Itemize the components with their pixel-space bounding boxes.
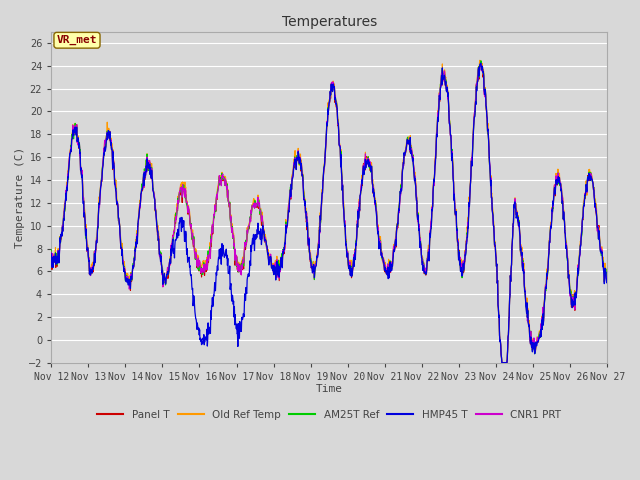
X-axis label: Time: Time <box>316 384 343 395</box>
Text: VR_met: VR_met <box>57 35 97 46</box>
Y-axis label: Temperature (C): Temperature (C) <box>15 146 25 248</box>
Legend: Panel T, Old Ref Temp, AM25T Ref, HMP45 T, CNR1 PRT: Panel T, Old Ref Temp, AM25T Ref, HMP45 … <box>93 406 565 424</box>
Title: Temperatures: Temperatures <box>282 15 377 29</box>
